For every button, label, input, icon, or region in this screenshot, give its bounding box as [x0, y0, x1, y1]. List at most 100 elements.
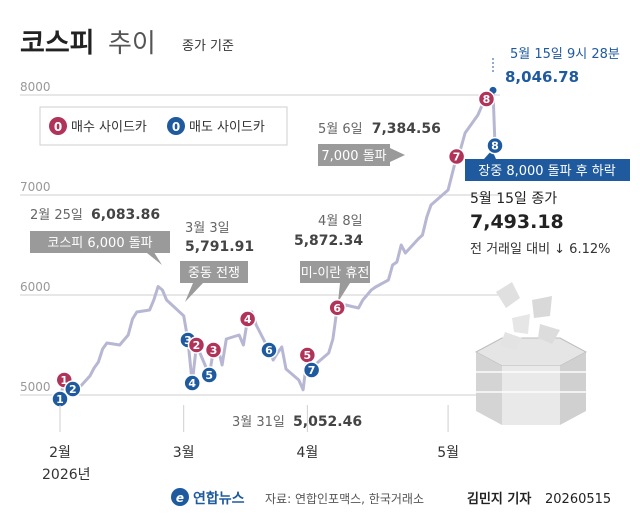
box-6000-text: 코스피 6,000 돌파: [47, 236, 152, 251]
sidecar-number: 6: [265, 344, 273, 357]
sidecar-marker-sell-2: 2: [64, 380, 82, 398]
legend-sell-marker: [167, 117, 185, 135]
mar3-value: 5,791.91: [185, 239, 254, 255]
page-title: 코스피: [20, 28, 95, 59]
sidecar-marker-buy-8: 8: [477, 90, 496, 108]
sidecar-dot: [238, 310, 257, 328]
mar31-value: 5,052.46: [293, 414, 362, 430]
box-truce-bg: [300, 261, 370, 283]
box-7000-bg: [318, 144, 390, 166]
intraday-time: 5월 15일 9시 28분: [510, 47, 620, 62]
sidecar-marker-buy-6: 6: [328, 299, 346, 317]
x-tick-label: 2월: [49, 445, 71, 461]
feb25-date: 2월 25일: [30, 208, 83, 223]
agency-logo-glyph: e: [176, 491, 184, 505]
sidecar-dot: [477, 90, 496, 108]
legend-sell-marker-text: 0: [172, 120, 180, 134]
sidecar-dot: [260, 341, 278, 359]
box-mideast-bg: [180, 261, 248, 283]
legend-buy-marker: [49, 117, 67, 135]
y-tick-label: 6000: [20, 280, 51, 294]
sidecar-dot: [447, 147, 466, 166]
sidecar-dot: [302, 361, 321, 379]
sidecar-number: 1: [56, 393, 64, 406]
mar31-date: 3월 31일: [232, 415, 285, 430]
sidecar-marker-sell-5: 5: [200, 366, 219, 384]
legend: 0 매수 사이드카 0 매도 사이드카: [39, 106, 288, 146]
sidecar-number: 7: [308, 364, 316, 377]
sidecar-number: 4: [188, 377, 196, 390]
sidecar-marker-sell-6: 6: [260, 341, 278, 359]
box-mideast-text: 중동 전쟁: [188, 266, 240, 281]
sidecar-number: 3: [184, 334, 192, 347]
may6-date: 5월 6일: [318, 122, 363, 137]
sidecar-marker-buy-3: 3: [204, 341, 223, 359]
sidecar-marker-sell-8: 8: [486, 136, 504, 155]
sidecar-number: 3: [210, 344, 218, 357]
sidecar-marker-buy-7: 7: [447, 147, 466, 166]
mar31-label: 3월 31일 5,052.46: [232, 414, 362, 430]
series-line: [58, 88, 497, 400]
crumpled-paper-bin-icon: [474, 282, 588, 425]
sidecar-dot: [486, 136, 504, 155]
box-6000-bg: [30, 231, 170, 253]
sidecar-dot: [187, 336, 206, 354]
pointer-7000: [390, 148, 405, 162]
sidecar-marker-buy-5: 5: [298, 346, 317, 364]
sidecar-marker-buy-4: 4: [238, 310, 257, 328]
sidecar-number: 5: [304, 349, 312, 362]
sidecar-dot: [183, 374, 201, 392]
feb25-value: 6,083.86: [91, 207, 160, 223]
label-boxes: 코스피 6,000 돌파 중동 전쟁 미-이란 휴전 7,000 돌파 장중 8…: [30, 144, 630, 283]
grid: [20, 94, 500, 396]
sidecar-dot: [328, 299, 346, 317]
x-axis: 2월 3월 4월 5월: [49, 405, 459, 461]
box-truce-text: 미-이란 휴전: [301, 266, 370, 281]
source-text: 자료: 연합인포맥스, 한국거래소: [265, 492, 424, 506]
close-value: 7,493.18: [470, 211, 564, 233]
sidecar-number: 2: [193, 339, 201, 352]
legend-buy: 0 매수 사이드카: [49, 117, 147, 135]
x-tick-label: 5월: [437, 445, 459, 461]
legend-sell-label: 매도 사이드카: [189, 120, 265, 135]
date-code: 20260515: [545, 492, 611, 507]
annotations: 5월 15일 9시 28분 8,046.78 5월 6일 7,384.56 2월…: [30, 47, 620, 430]
box-7000-text: 7,000 돌파: [321, 149, 386, 164]
feb25-label: 2월 25일 6,083.86: [30, 207, 160, 223]
sidecar-dot: [204, 341, 223, 359]
byline: 김민지 기자: [467, 491, 531, 507]
sidecar-dot: [200, 366, 219, 384]
legend-box: [39, 106, 288, 146]
x-year-label: 2026년: [42, 467, 91, 483]
legend-sell: 0 매도 사이드카: [167, 117, 265, 135]
sidecar-number: 8: [491, 140, 499, 153]
sidecar-number: 8: [483, 93, 491, 106]
sidecar-marker-sell-7: 7: [302, 361, 321, 379]
box-plunge-bg: [465, 159, 630, 181]
footer: e 연합뉴스 자료: 연합인포맥스, 한국거래소 김민지 기자 20260515: [171, 488, 611, 507]
mar3-date: 3월 3일: [185, 221, 230, 236]
y-tick-label: 5000: [20, 380, 51, 394]
change-text: 전 거래일 대비 ↓ 6.12%: [470, 242, 610, 257]
box-plunge-text: 장중 8,000 돌파 후 하락: [478, 164, 616, 179]
y-tick-label: 7000: [20, 180, 51, 194]
page-subtitle: 종가 기준: [182, 39, 234, 54]
y-tick-label: 8000: [20, 80, 51, 94]
sidecar-dot: [64, 380, 82, 398]
may6-label: 5월 6일 7,384.56: [318, 121, 441, 137]
y-axis: 8000 7000 6000 5000: [20, 80, 51, 394]
sidecar-number: 4: [244, 313, 252, 326]
pointer-truce: [338, 283, 350, 302]
sidecar-marker-sell-4: 4: [183, 374, 201, 392]
apr8-date: 4월 8일: [318, 214, 363, 229]
pointer-mideast: [185, 283, 203, 302]
may6-value: 7,384.56: [372, 121, 441, 137]
close-label: 5월 15일 종가: [470, 191, 557, 207]
sidecar-number: 2: [69, 383, 77, 396]
agency-logo-icon: [171, 488, 189, 506]
sidecar-number: 1: [60, 374, 68, 387]
sidecar-number: 6: [333, 302, 341, 315]
legend-buy-marker-text: 0: [54, 120, 62, 134]
